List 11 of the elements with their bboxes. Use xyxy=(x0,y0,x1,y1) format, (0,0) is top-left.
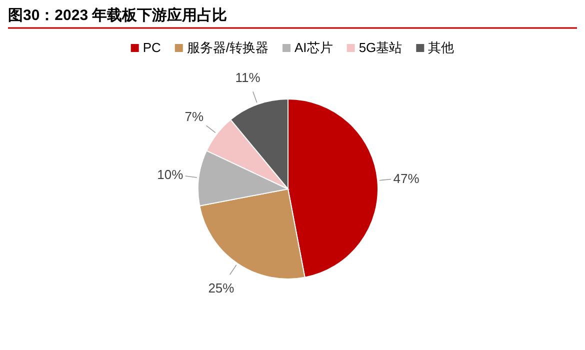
data-label: 25% xyxy=(208,280,235,296)
data-label: 11% xyxy=(235,70,261,86)
legend-label: PC xyxy=(142,40,161,55)
legend-label: 5G基站 xyxy=(358,40,402,55)
chart-title: 图30：2023 年载板下游应用占比 xyxy=(8,6,228,24)
legend-label: AI芯片 xyxy=(294,40,333,55)
data-label: 47% xyxy=(393,170,420,186)
data-label: 7% xyxy=(184,109,204,124)
data-label: 10% xyxy=(157,167,184,182)
legend-label: 服务器/转换器 xyxy=(186,40,269,55)
legend-label: 其他 xyxy=(428,40,454,55)
